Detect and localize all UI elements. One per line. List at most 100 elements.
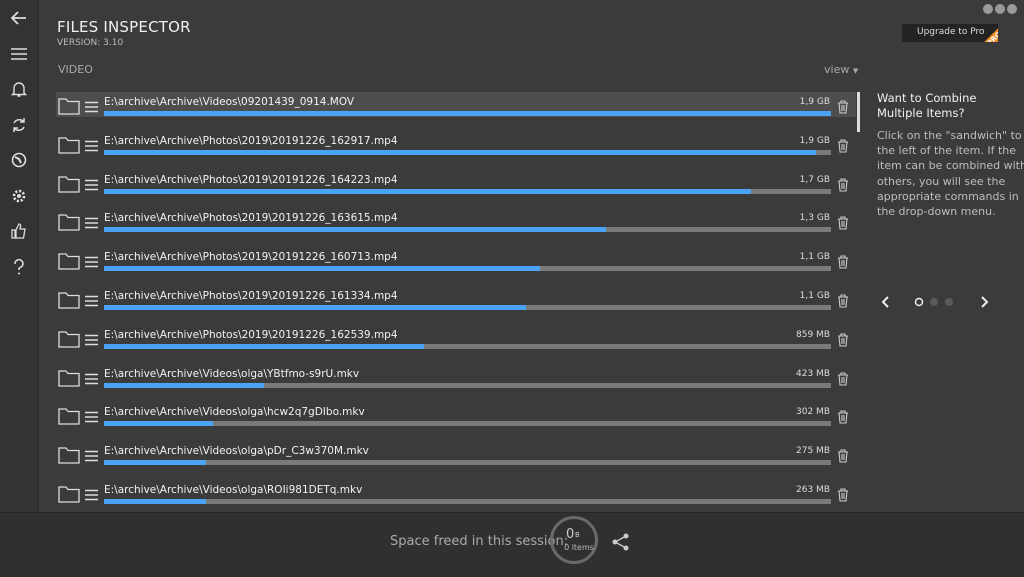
delete-icon[interactable] bbox=[837, 255, 849, 269]
folder-icon[interactable] bbox=[58, 446, 80, 464]
delete-icon[interactable] bbox=[837, 333, 849, 347]
file-row[interactable]: E:\archive\Archive\Photos\2019\20191226_… bbox=[56, 325, 856, 350]
folder-icon[interactable] bbox=[58, 407, 80, 426]
size-bar bbox=[104, 421, 214, 427]
sandwich-icon[interactable] bbox=[85, 101, 99, 113]
file-row[interactable]: E:\archive\Archive\Videos\olga\YBtfmo-s9… bbox=[56, 364, 856, 389]
size-bar-track bbox=[104, 227, 831, 233]
sandwich-lines bbox=[85, 179, 98, 190]
upgrade-label: Upgrade to Pro bbox=[917, 27, 985, 37]
size-bar-track bbox=[104, 149, 831, 155]
globe-icon[interactable] bbox=[10, 151, 28, 169]
share-icon[interactable] bbox=[611, 532, 631, 552]
size-bar bbox=[104, 343, 424, 349]
back-icon[interactable] bbox=[10, 9, 28, 27]
dropdown-arrow: ▼ bbox=[852, 67, 859, 75]
delete-icon[interactable] bbox=[837, 449, 849, 463]
delete-icon[interactable] bbox=[837, 294, 849, 308]
file-size: 275 MB bbox=[796, 446, 830, 457]
file-size: 423 MB bbox=[796, 368, 830, 379]
file-size: 859 MB bbox=[796, 329, 830, 340]
folder-icon[interactable] bbox=[58, 136, 80, 154]
sandwich-lines bbox=[85, 489, 98, 501]
delete-icon[interactable] bbox=[837, 178, 849, 192]
file-row[interactable]: E:\archive\Archive\Photos\2019\20191226_… bbox=[56, 286, 856, 311]
folder-shape bbox=[58, 408, 80, 426]
trash-shape bbox=[838, 294, 848, 308]
delete-icon[interactable] bbox=[837, 372, 849, 386]
help-icon[interactable] bbox=[10, 258, 28, 276]
folder-icon[interactable] bbox=[58, 175, 80, 193]
scrollbar[interactable] bbox=[857, 92, 860, 132]
size-bar bbox=[104, 460, 206, 466]
close-button[interactable] bbox=[1007, 4, 1017, 14]
tip-body: Click on the "sandwich" to the left of t… bbox=[877, 129, 1024, 219]
delete-icon[interactable] bbox=[837, 100, 849, 114]
file-row[interactable]: E:\archive\Archive\Photos\2019\20191226_… bbox=[56, 131, 856, 156]
folder-shape bbox=[58, 98, 80, 115]
folder-shape bbox=[58, 175, 80, 193]
size-bar-track bbox=[104, 305, 831, 310]
section-label: VIDEO bbox=[58, 63, 93, 76]
file-path: E:\archive\Archive\Photos\2019\20191226_… bbox=[104, 134, 398, 147]
sandwich-icon[interactable] bbox=[85, 217, 99, 229]
file-row[interactable]: E:\archive\Archive\Videos\olga\pDr_C3w37… bbox=[56, 441, 856, 466]
prev-button[interactable] bbox=[881, 296, 889, 308]
minimize-button[interactable] bbox=[983, 4, 993, 14]
folder-icon[interactable] bbox=[58, 485, 80, 503]
view-label: view bbox=[824, 63, 850, 76]
file-row[interactable]: E:\archive\Archive\Videos\olga\ROIi981DE… bbox=[56, 480, 856, 505]
page-dot[interactable] bbox=[930, 298, 938, 306]
trash-shape bbox=[838, 255, 848, 269]
delete-icon[interactable] bbox=[837, 488, 849, 502]
size-bar-track bbox=[104, 111, 831, 116]
sandwich-icon[interactable] bbox=[85, 179, 99, 191]
file-size: 1,7 GB bbox=[799, 174, 830, 185]
page-dot[interactable] bbox=[914, 297, 924, 307]
delete-icon[interactable] bbox=[837, 216, 849, 230]
app-title: FILES INSPECTOR bbox=[57, 18, 191, 36]
sandwich-icon[interactable] bbox=[85, 140, 99, 152]
delete-icon[interactable] bbox=[837, 410, 849, 424]
sandwich-icon[interactable] bbox=[85, 256, 99, 268]
file-row[interactable]: E:\archive\Archive\Videos\09201439_0914.… bbox=[56, 92, 856, 117]
file-size: 263 MB bbox=[796, 485, 830, 495]
page-dot[interactable] bbox=[945, 298, 953, 306]
size-bar-track bbox=[104, 343, 831, 349]
notifications-icon[interactable] bbox=[10, 80, 28, 98]
file-size: 1,1 GB bbox=[799, 291, 830, 301]
file-row[interactable]: E:\archive\Archive\Photos\2019\20191226_… bbox=[56, 170, 856, 195]
size-bar bbox=[104, 266, 541, 272]
file-row[interactable]: E:\archive\Archive\Photos\2019\20191226_… bbox=[56, 208, 856, 233]
sandwich-icon[interactable] bbox=[85, 373, 99, 385]
folder-icon[interactable] bbox=[58, 97, 80, 115]
size-bar-track bbox=[104, 266, 831, 272]
sandwich-icon[interactable] bbox=[85, 450, 99, 462]
size-bar-track bbox=[104, 188, 831, 194]
sandwich-icon[interactable] bbox=[85, 411, 99, 423]
delete-icon[interactable] bbox=[837, 139, 849, 153]
folder-icon[interactable] bbox=[58, 369, 80, 387]
sandwich-icon[interactable] bbox=[85, 295, 99, 307]
maximize-button[interactable] bbox=[995, 4, 1005, 14]
folder-icon[interactable] bbox=[58, 330, 80, 348]
view-dropdown[interactable]: view ▼ bbox=[824, 63, 858, 76]
upgrade-button[interactable]: Upgrade to Pro PRO bbox=[902, 24, 998, 42]
sandwich-icon[interactable] bbox=[85, 489, 99, 501]
file-row[interactable]: E:\archive\Archive\Photos\2019\20191226_… bbox=[56, 247, 856, 272]
folder-icon[interactable] bbox=[58, 291, 80, 309]
settings-icon[interactable] bbox=[10, 187, 28, 205]
file-row[interactable]: E:\archive\Archive\Videos\olga\hcw2q7gDI… bbox=[56, 402, 856, 427]
freed-label: Space freed in this session: bbox=[390, 534, 569, 549]
next-button[interactable] bbox=[981, 296, 989, 308]
folder-shape bbox=[58, 214, 80, 232]
folder-icon[interactable] bbox=[58, 252, 80, 270]
like-icon[interactable] bbox=[10, 222, 28, 240]
sandwich-lines bbox=[85, 373, 98, 384]
folder-icon[interactable] bbox=[58, 213, 80, 232]
refresh-icon[interactable] bbox=[10, 116, 28, 134]
sandwich-icon[interactable] bbox=[85, 334, 99, 346]
menu-icon[interactable] bbox=[10, 45, 28, 63]
trash-shape bbox=[838, 410, 848, 424]
sandwich-lines bbox=[85, 256, 98, 268]
